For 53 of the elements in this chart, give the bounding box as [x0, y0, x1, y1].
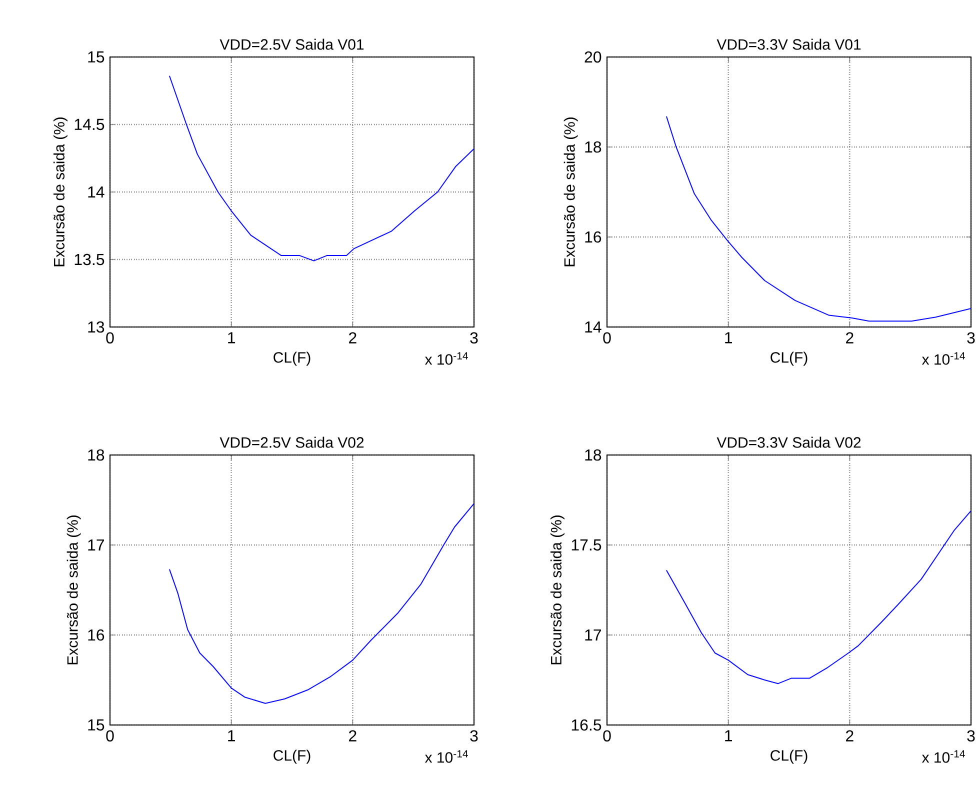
y-tick-label: 14: [585, 321, 602, 332]
x-tick-label: 2: [846, 332, 854, 344]
y-tick-label: 17.5: [572, 539, 602, 551]
line-series: [168, 503, 474, 704]
x-tick-label: 1: [725, 730, 732, 742]
text: x 10$^{-14}$: [922, 750, 965, 763]
line-series: [666, 116, 972, 322]
x-tick-label: 0: [603, 730, 611, 742]
x-axis-title: CL(F): [770, 352, 808, 366]
y-axis-title: Excursão de saida (%): [53, 118, 68, 266]
x-tick-label: 0: [106, 730, 114, 742]
y-tick-label: 16.5: [572, 719, 602, 731]
y-tick-label: 15: [88, 51, 104, 63]
x-tick-label: 3: [470, 730, 478, 742]
x-tick-label: 3: [470, 332, 478, 344]
text: x 10$^{-14}$: [922, 352, 965, 365]
y-axis-title: Excursão de saida (%): [550, 516, 564, 664]
x-axis-title: CL(F): [274, 750, 310, 764]
y-tick-label: 16: [585, 231, 602, 243]
chart-title: VDD=2.5V Saida V02: [220, 436, 364, 448]
x-tick-label: 2: [349, 730, 356, 742]
y-axis-title: Excursão de saida (%): [66, 516, 81, 664]
x-tick-label: 1: [228, 730, 235, 742]
x-tick-label: 0: [603, 332, 611, 344]
y-tick-label: 15: [88, 719, 104, 731]
text: x 10$^{-14}$: [424, 750, 468, 763]
x-tick-label: 1: [725, 332, 732, 344]
y-tick-label: 18: [585, 141, 602, 153]
x-tick-label: 2: [349, 332, 356, 344]
x-axis-title: CL(F): [770, 750, 808, 764]
x-tick-label: 0: [106, 332, 114, 344]
y-tick-label: 17: [585, 629, 601, 640]
y-tick-label: 18: [585, 449, 602, 461]
chart-title: VDD=2.5V Saida V01: [220, 38, 364, 50]
y-tick-label: 17: [88, 539, 104, 550]
y-tick-label: 14: [88, 186, 104, 198]
line-series: [168, 75, 474, 262]
y-tick-label: 16: [88, 629, 104, 641]
y-tick-label: 20: [584, 51, 602, 63]
x-tick-label: 1: [228, 332, 235, 344]
y-tick-label: 13.5: [74, 254, 104, 266]
y-axis-title: Excursão de saida (%): [564, 118, 578, 266]
y-tick-label: 13: [88, 321, 104, 333]
x-tick-label: 3: [967, 730, 975, 742]
y-tick-label: 14.5: [74, 118, 104, 130]
y-tick-label: 18: [88, 449, 104, 461]
line-series: [666, 510, 972, 684]
x-tick-label: 3: [967, 332, 975, 344]
x-tick-label: 2: [846, 730, 854, 742]
chart-title: VDD=3.3V Saida V01: [716, 38, 861, 50]
text: x 10$^{-14}$: [424, 352, 468, 365]
chart-title: VDD=3.3V Saida V02: [716, 436, 861, 448]
x-axis-title: CL(F): [274, 352, 310, 366]
